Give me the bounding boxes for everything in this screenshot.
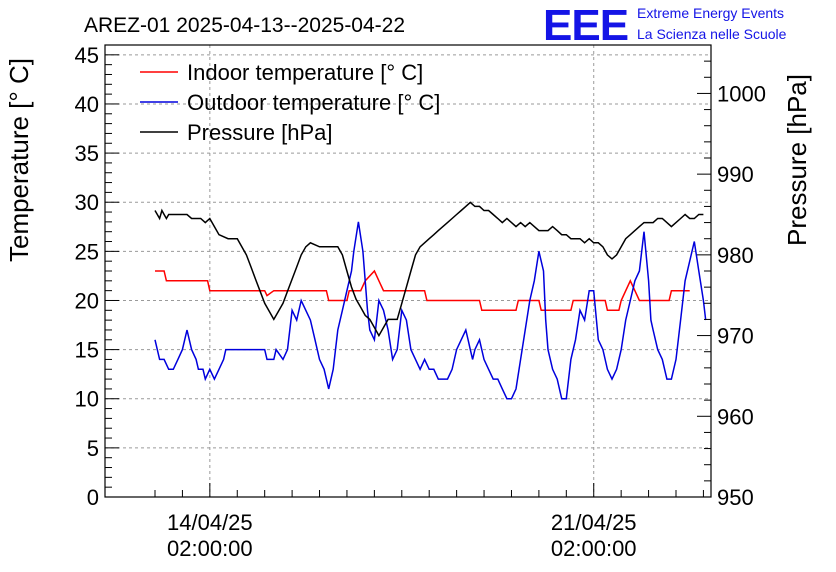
legend-label: Indoor temperature [° C] [187,60,423,85]
right-tick-label: 950 [717,485,754,510]
left-tick-label: 15 [75,338,99,363]
legend: Indoor temperature [° C] Outdoor temperat… [140,60,440,145]
series-line-outdoor [154,221,707,400]
left-tick-label: 20 [75,288,99,313]
logo-line-2: La Scienza nelle Scuole [637,26,787,42]
legend-label: Outdoor temperature [° C] [187,90,440,115]
left-tick-label: 5 [87,436,99,461]
right-axis: 950 960 970 980 990 1000 [697,44,766,510]
x-tick-label-date: 14/04/25 [167,510,253,535]
left-tick-label: 35 [75,141,99,166]
right-tick-label: 1000 [717,81,766,106]
right-axis-label: Pressure [hPa] [782,74,812,246]
left-tick-label: 10 [75,387,99,412]
series-line-indoor [155,269,690,312]
logo-line-1: Extreme Energy Events [637,5,784,21]
x-tick-label-time: 02:00:00 [551,536,637,561]
grid [105,45,711,497]
left-tick-label: 25 [75,239,99,264]
eee-logo: EEE Extreme Energy Events La Scienza nel… [543,1,787,50]
x-tick-label-time: 02:00:00 [167,536,253,561]
chart-title: AREZ-01 2025-04-13--2025-04-22 [84,14,405,37]
x-tick-label-date: 21/04/25 [551,510,637,535]
left-tick-label: 40 [75,92,99,117]
left-axis-label: Temperature [° C] [4,58,34,262]
series-line-pressure [154,201,704,338]
right-tick-label: 960 [717,404,754,429]
left-axis: 0 5 10 15 20 25 30 35 40 45 [75,43,119,510]
series-layer [154,201,707,400]
left-tick-label: 30 [75,190,99,215]
right-tick-label: 990 [717,162,754,187]
legend-label: Pressure [hPa] [187,120,333,145]
logo-mark: EEE [543,1,628,50]
left-tick-label: 0 [87,485,99,510]
right-tick-label: 980 [717,243,754,268]
right-tick-label: 970 [717,324,754,349]
left-tick-label: 45 [75,43,99,68]
